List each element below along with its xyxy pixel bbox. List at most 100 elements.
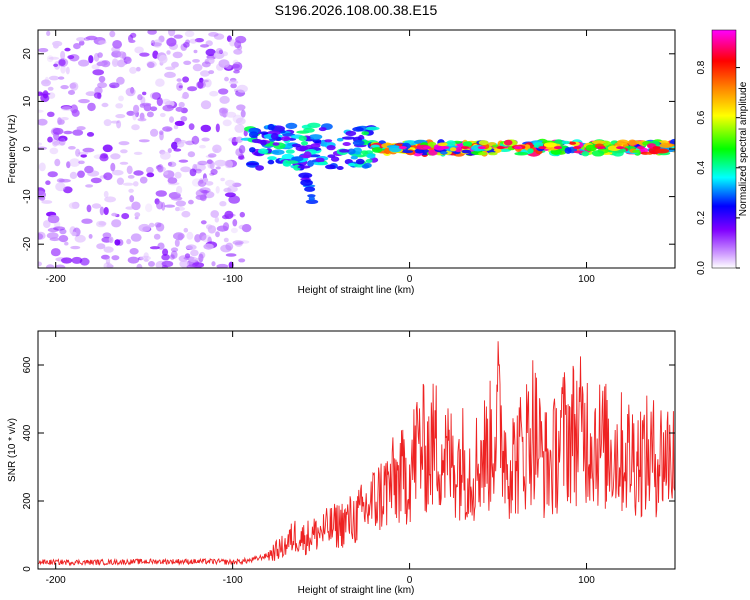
- spectrogram-cell: [74, 234, 86, 243]
- spectrogram-cell: [81, 218, 93, 224]
- spectrogram-cell: [38, 48, 49, 53]
- spectrogram-peak: [477, 146, 486, 150]
- spectrogram-cell: [234, 241, 243, 247]
- spectrogram-cell: [182, 91, 190, 100]
- spectrogram-cell: [68, 202, 79, 210]
- spectrogram-cell: [49, 147, 59, 155]
- spectrogram-cell: [139, 255, 151, 261]
- spectrogram-cell: [78, 99, 90, 104]
- spectrogram-cell: [75, 148, 81, 157]
- spectrogram-cell: [170, 247, 179, 252]
- spectrogram-cell: [53, 61, 61, 70]
- spectrogram-cell: [41, 200, 53, 204]
- spectrogram-cell: [178, 159, 189, 163]
- spectrogram-cell: [191, 178, 202, 187]
- spectrogram-cell: [47, 136, 53, 143]
- spectrogram-cell: [64, 47, 71, 52]
- spectrogram-cell: [98, 221, 107, 226]
- spectrogram-cell: [139, 52, 150, 57]
- spectrogram-cell: [38, 118, 48, 126]
- spectrogram-cell: [172, 51, 183, 59]
- spectrogram-cell: [188, 256, 198, 263]
- spectrogram-cell: [156, 201, 164, 210]
- spectrogram-cell: [450, 147, 457, 152]
- spectrogram-cell: [291, 143, 301, 148]
- spectrogram-cell: [428, 149, 438, 156]
- spectrogram-cell: [339, 149, 350, 153]
- spectrogram-cell: [164, 204, 176, 208]
- spectrogram-cell: [260, 131, 269, 135]
- spectrogram-cell: [260, 139, 267, 146]
- spectrogram-cell: [491, 144, 499, 148]
- spectrogram-cell: [298, 172, 313, 179]
- spectrogram-cell: [93, 92, 102, 99]
- spectrogram-cell: [309, 134, 323, 140]
- spectrogram-cell: [285, 149, 295, 154]
- spectrogram-cell: [116, 76, 125, 85]
- spectrogram-cell: [175, 200, 186, 207]
- spectrogram-cell: [66, 161, 71, 169]
- spectrogram-cell: [139, 176, 148, 184]
- spectrogram-cell: [47, 171, 58, 178]
- spectrogram-marks: [38, 30, 675, 268]
- spectrogram-cell: [44, 76, 50, 84]
- spectrogram-cell: [101, 254, 110, 260]
- spectrogram-cell: [194, 234, 202, 243]
- spectrogram-cell: [174, 238, 180, 247]
- spectrogram-cell: [88, 234, 93, 239]
- spectrogram-cell: [192, 59, 200, 63]
- spectrogram-cell: [60, 85, 69, 90]
- spectrogram-cell: [224, 159, 233, 169]
- spectrogram-cell: [171, 61, 179, 68]
- spectrogram-cell: [478, 140, 489, 146]
- colorbar-ticks: 0.0 0.2 0.4 0.6 0.8: [696, 60, 740, 275]
- spectrogram-cell: [267, 123, 275, 131]
- spectrogram-cell: [183, 60, 192, 65]
- spectrogram-cell: [234, 124, 245, 133]
- spectrogram-cell: [188, 123, 195, 130]
- spectrogram-cell: [47, 111, 55, 118]
- spectrogram-cell: [272, 142, 280, 146]
- spectrogram-cell: [235, 117, 246, 125]
- spectrogram-cell: [388, 145, 402, 153]
- spectrogram-cell: [54, 158, 61, 167]
- spectrogram-cell: [659, 143, 673, 148]
- spectrogram-cell: [105, 256, 111, 265]
- snr-x-tick-label: 0: [407, 575, 413, 586]
- spectrogram-cell: [326, 145, 336, 151]
- spectrogram-cell: [207, 153, 217, 158]
- spectrogram-cell: [61, 106, 73, 111]
- spectrogram-cell: [187, 86, 198, 92]
- spectrogram-cell: [267, 156, 277, 161]
- spectrogram-cell: [617, 139, 629, 145]
- spectrogram-cell: [210, 168, 218, 175]
- spectrogram-cell: [129, 66, 137, 74]
- spectrogram-cell: [203, 177, 209, 183]
- spectrogram-cell: [167, 148, 172, 154]
- spectrogram-cell: [330, 156, 340, 162]
- spectrogram-cell: [178, 85, 183, 89]
- snr-y-tick-label: 200: [22, 492, 33, 509]
- spectrogram-cell: [111, 219, 122, 228]
- spectrogram-cell: [189, 38, 198, 44]
- spectrogram-cell: [192, 63, 203, 72]
- spectrogram-cell: [251, 138, 262, 144]
- spectrogram-cell: [78, 160, 85, 165]
- spectrogram-cell: [201, 61, 211, 68]
- spectrogram-cell: [498, 148, 511, 152]
- spectrogram-cell: [85, 35, 98, 41]
- spectrogram-cell: [58, 76, 65, 80]
- spectrogram-cell: [97, 82, 108, 89]
- spectrogram-cell: [233, 48, 243, 55]
- spectrogram-cell: [226, 35, 232, 42]
- spectrogram-cell: [40, 93, 50, 103]
- spectrogram-cell: [267, 159, 275, 165]
- spectrogram-cell: [86, 204, 92, 213]
- spectrogram-cell: [134, 46, 144, 54]
- spectrogram-cell: [225, 253, 237, 257]
- spectrogram-cell: [166, 104, 173, 109]
- spectrogram-cell: [198, 253, 204, 263]
- snr-x-tick-label: 100: [578, 575, 595, 586]
- spectrogram-cell: [141, 102, 152, 107]
- spectrogram-cell: [218, 59, 230, 68]
